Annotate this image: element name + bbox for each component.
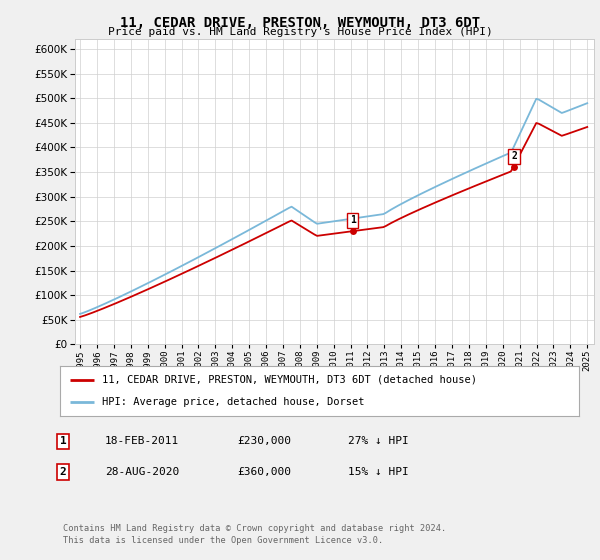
Text: 27% ↓ HPI: 27% ↓ HPI <box>348 436 409 446</box>
Text: 2: 2 <box>511 151 517 161</box>
Text: HPI: Average price, detached house, Dorset: HPI: Average price, detached house, Dors… <box>101 397 364 407</box>
Text: 15% ↓ HPI: 15% ↓ HPI <box>348 467 409 477</box>
Text: 18-FEB-2011: 18-FEB-2011 <box>105 436 179 446</box>
Text: £360,000: £360,000 <box>237 467 291 477</box>
Text: 2: 2 <box>59 467 67 477</box>
Text: Price paid vs. HM Land Registry's House Price Index (HPI): Price paid vs. HM Land Registry's House … <box>107 27 493 37</box>
Text: 1: 1 <box>59 436 67 446</box>
Text: £230,000: £230,000 <box>237 436 291 446</box>
Text: 11, CEDAR DRIVE, PRESTON, WEYMOUTH, DT3 6DT: 11, CEDAR DRIVE, PRESTON, WEYMOUTH, DT3 … <box>120 16 480 30</box>
Text: 1: 1 <box>350 216 356 225</box>
Text: 11, CEDAR DRIVE, PRESTON, WEYMOUTH, DT3 6DT (detached house): 11, CEDAR DRIVE, PRESTON, WEYMOUTH, DT3 … <box>101 375 476 385</box>
Text: Contains HM Land Registry data © Crown copyright and database right 2024.
This d: Contains HM Land Registry data © Crown c… <box>63 524 446 545</box>
Text: 28-AUG-2020: 28-AUG-2020 <box>105 467 179 477</box>
